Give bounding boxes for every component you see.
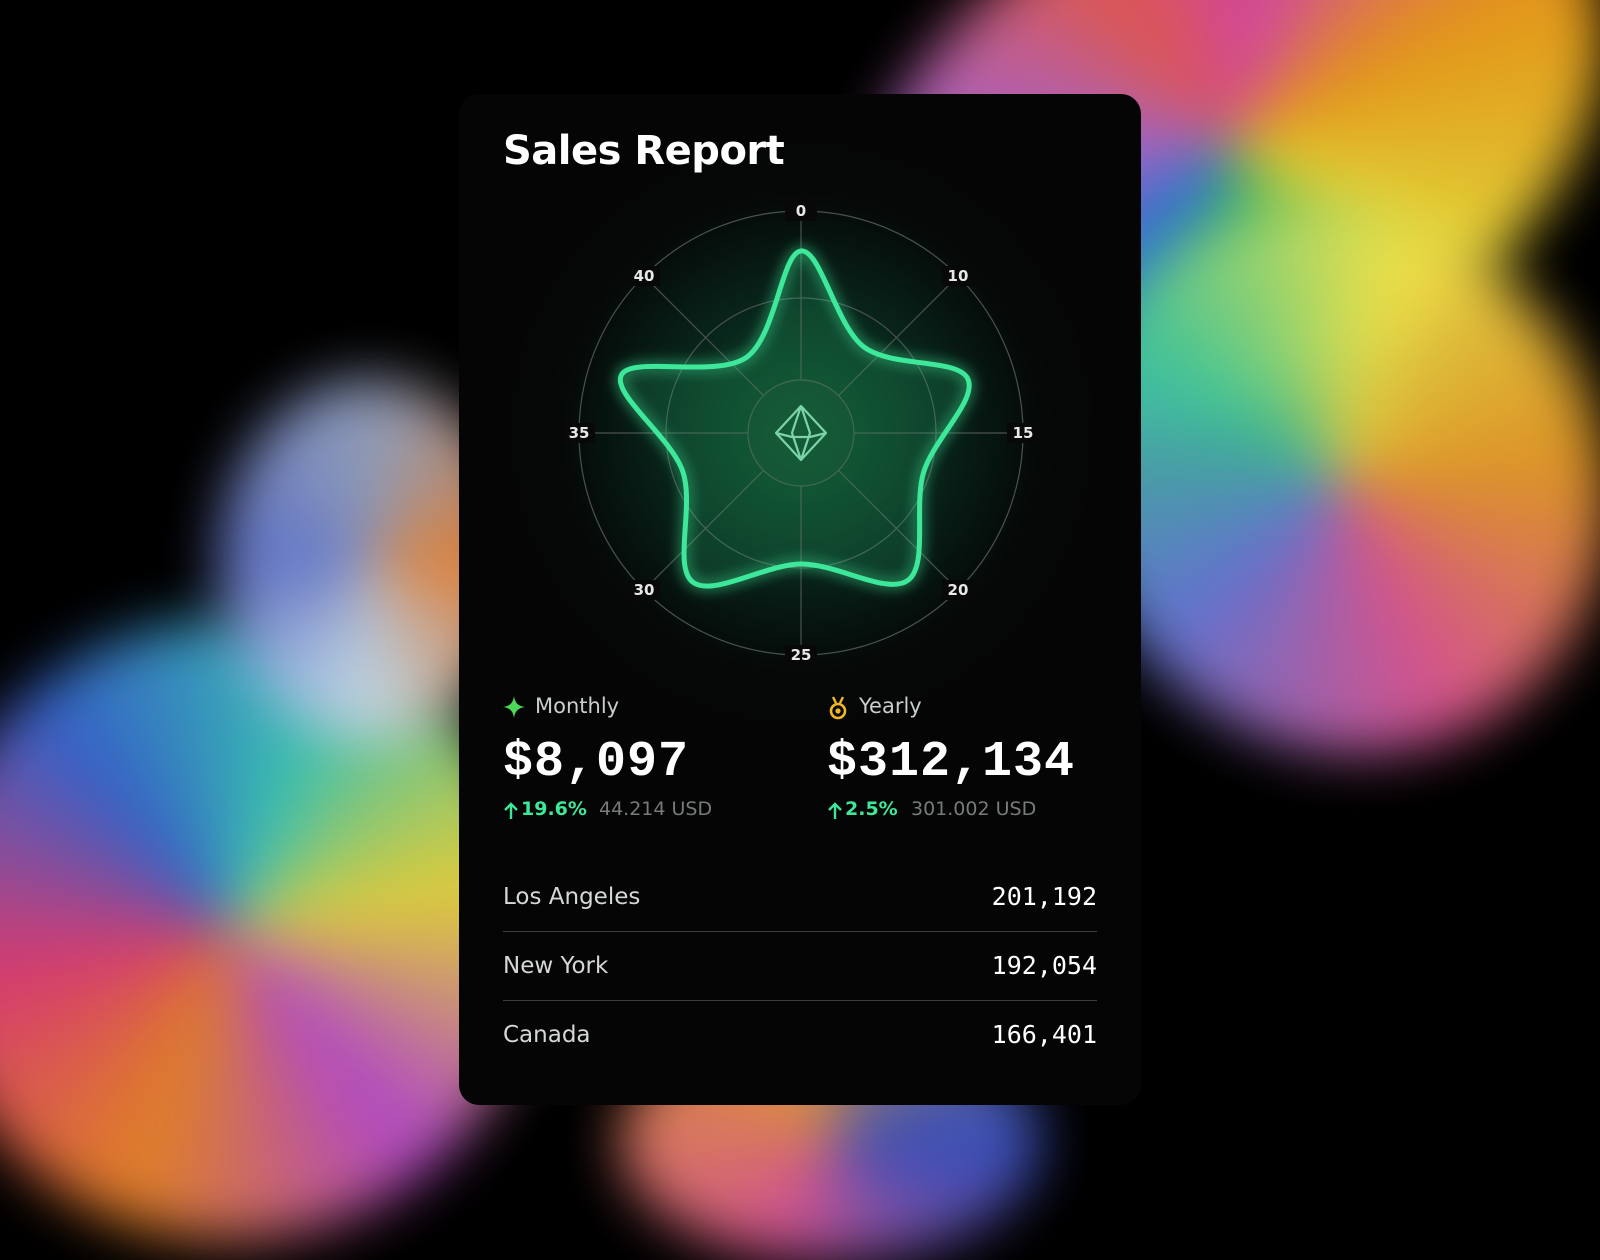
stat-previous: 301.002 USD bbox=[911, 798, 1037, 820]
divider bbox=[503, 931, 1097, 932]
angle-tick-label: 10 bbox=[948, 267, 969, 285]
up-arrow bbox=[504, 802, 518, 819]
row-value: 166,401 bbox=[991, 1020, 1097, 1049]
row-label: Los Angeles bbox=[503, 884, 641, 910]
radar-chart: 0 10 15 20 25 30 35 40 bbox=[563, 201, 1039, 665]
angle-tick-label: 15 bbox=[1013, 424, 1034, 442]
tick-label-bg bbox=[941, 579, 974, 600]
medal-icon bbox=[829, 696, 847, 720]
divider bbox=[503, 1000, 1097, 1001]
card-title: Sales Report bbox=[503, 128, 785, 174]
row-label: New York bbox=[503, 953, 609, 979]
tick-label-bg bbox=[785, 201, 817, 221]
table-row: Canada 166,401 bbox=[503, 1002, 1097, 1070]
angle-tick-label: 20 bbox=[948, 581, 969, 599]
stat-label: Yearly bbox=[859, 694, 922, 718]
stat-previous: 44.214 USD bbox=[599, 798, 713, 820]
stat-change: 2.5% bbox=[845, 798, 898, 820]
sales-card: Sales Report 0 10 15 20 25 30 35 40 Monthly $8,… bbox=[459, 94, 1141, 1105]
tick-label-bg bbox=[628, 266, 661, 287]
background-art bbox=[0, 620, 540, 1240]
tick-label-bg bbox=[628, 579, 661, 600]
row-value: 201,192 bbox=[991, 882, 1097, 911]
stat-change: 19.6% bbox=[521, 798, 587, 820]
row-label: Canada bbox=[503, 1022, 591, 1048]
radar-area bbox=[617, 248, 972, 589]
row-value: 192,054 bbox=[991, 951, 1097, 980]
stat-value: $312,134 bbox=[827, 734, 1076, 791]
tick-label-bg bbox=[785, 645, 817, 665]
stat-value: $8,097 bbox=[503, 734, 690, 791]
tick-label-bg bbox=[1007, 423, 1039, 443]
tick-label-bg bbox=[563, 423, 595, 443]
stat-label: Monthly bbox=[535, 694, 620, 718]
tick-label-bg bbox=[941, 266, 974, 287]
angle-tick-label: 30 bbox=[634, 581, 655, 599]
angle-tick-label: 0 bbox=[796, 202, 806, 220]
angle-tick-label: 25 bbox=[791, 646, 812, 664]
angle-tick-label: 40 bbox=[634, 267, 655, 285]
angle-tick-label: 35 bbox=[569, 424, 590, 442]
sparkle-icon bbox=[503, 696, 525, 718]
table-row: New York 192,054 bbox=[503, 933, 1097, 1001]
up-arrow bbox=[828, 802, 842, 819]
table-row: Los Angeles 201,192 bbox=[503, 864, 1097, 932]
